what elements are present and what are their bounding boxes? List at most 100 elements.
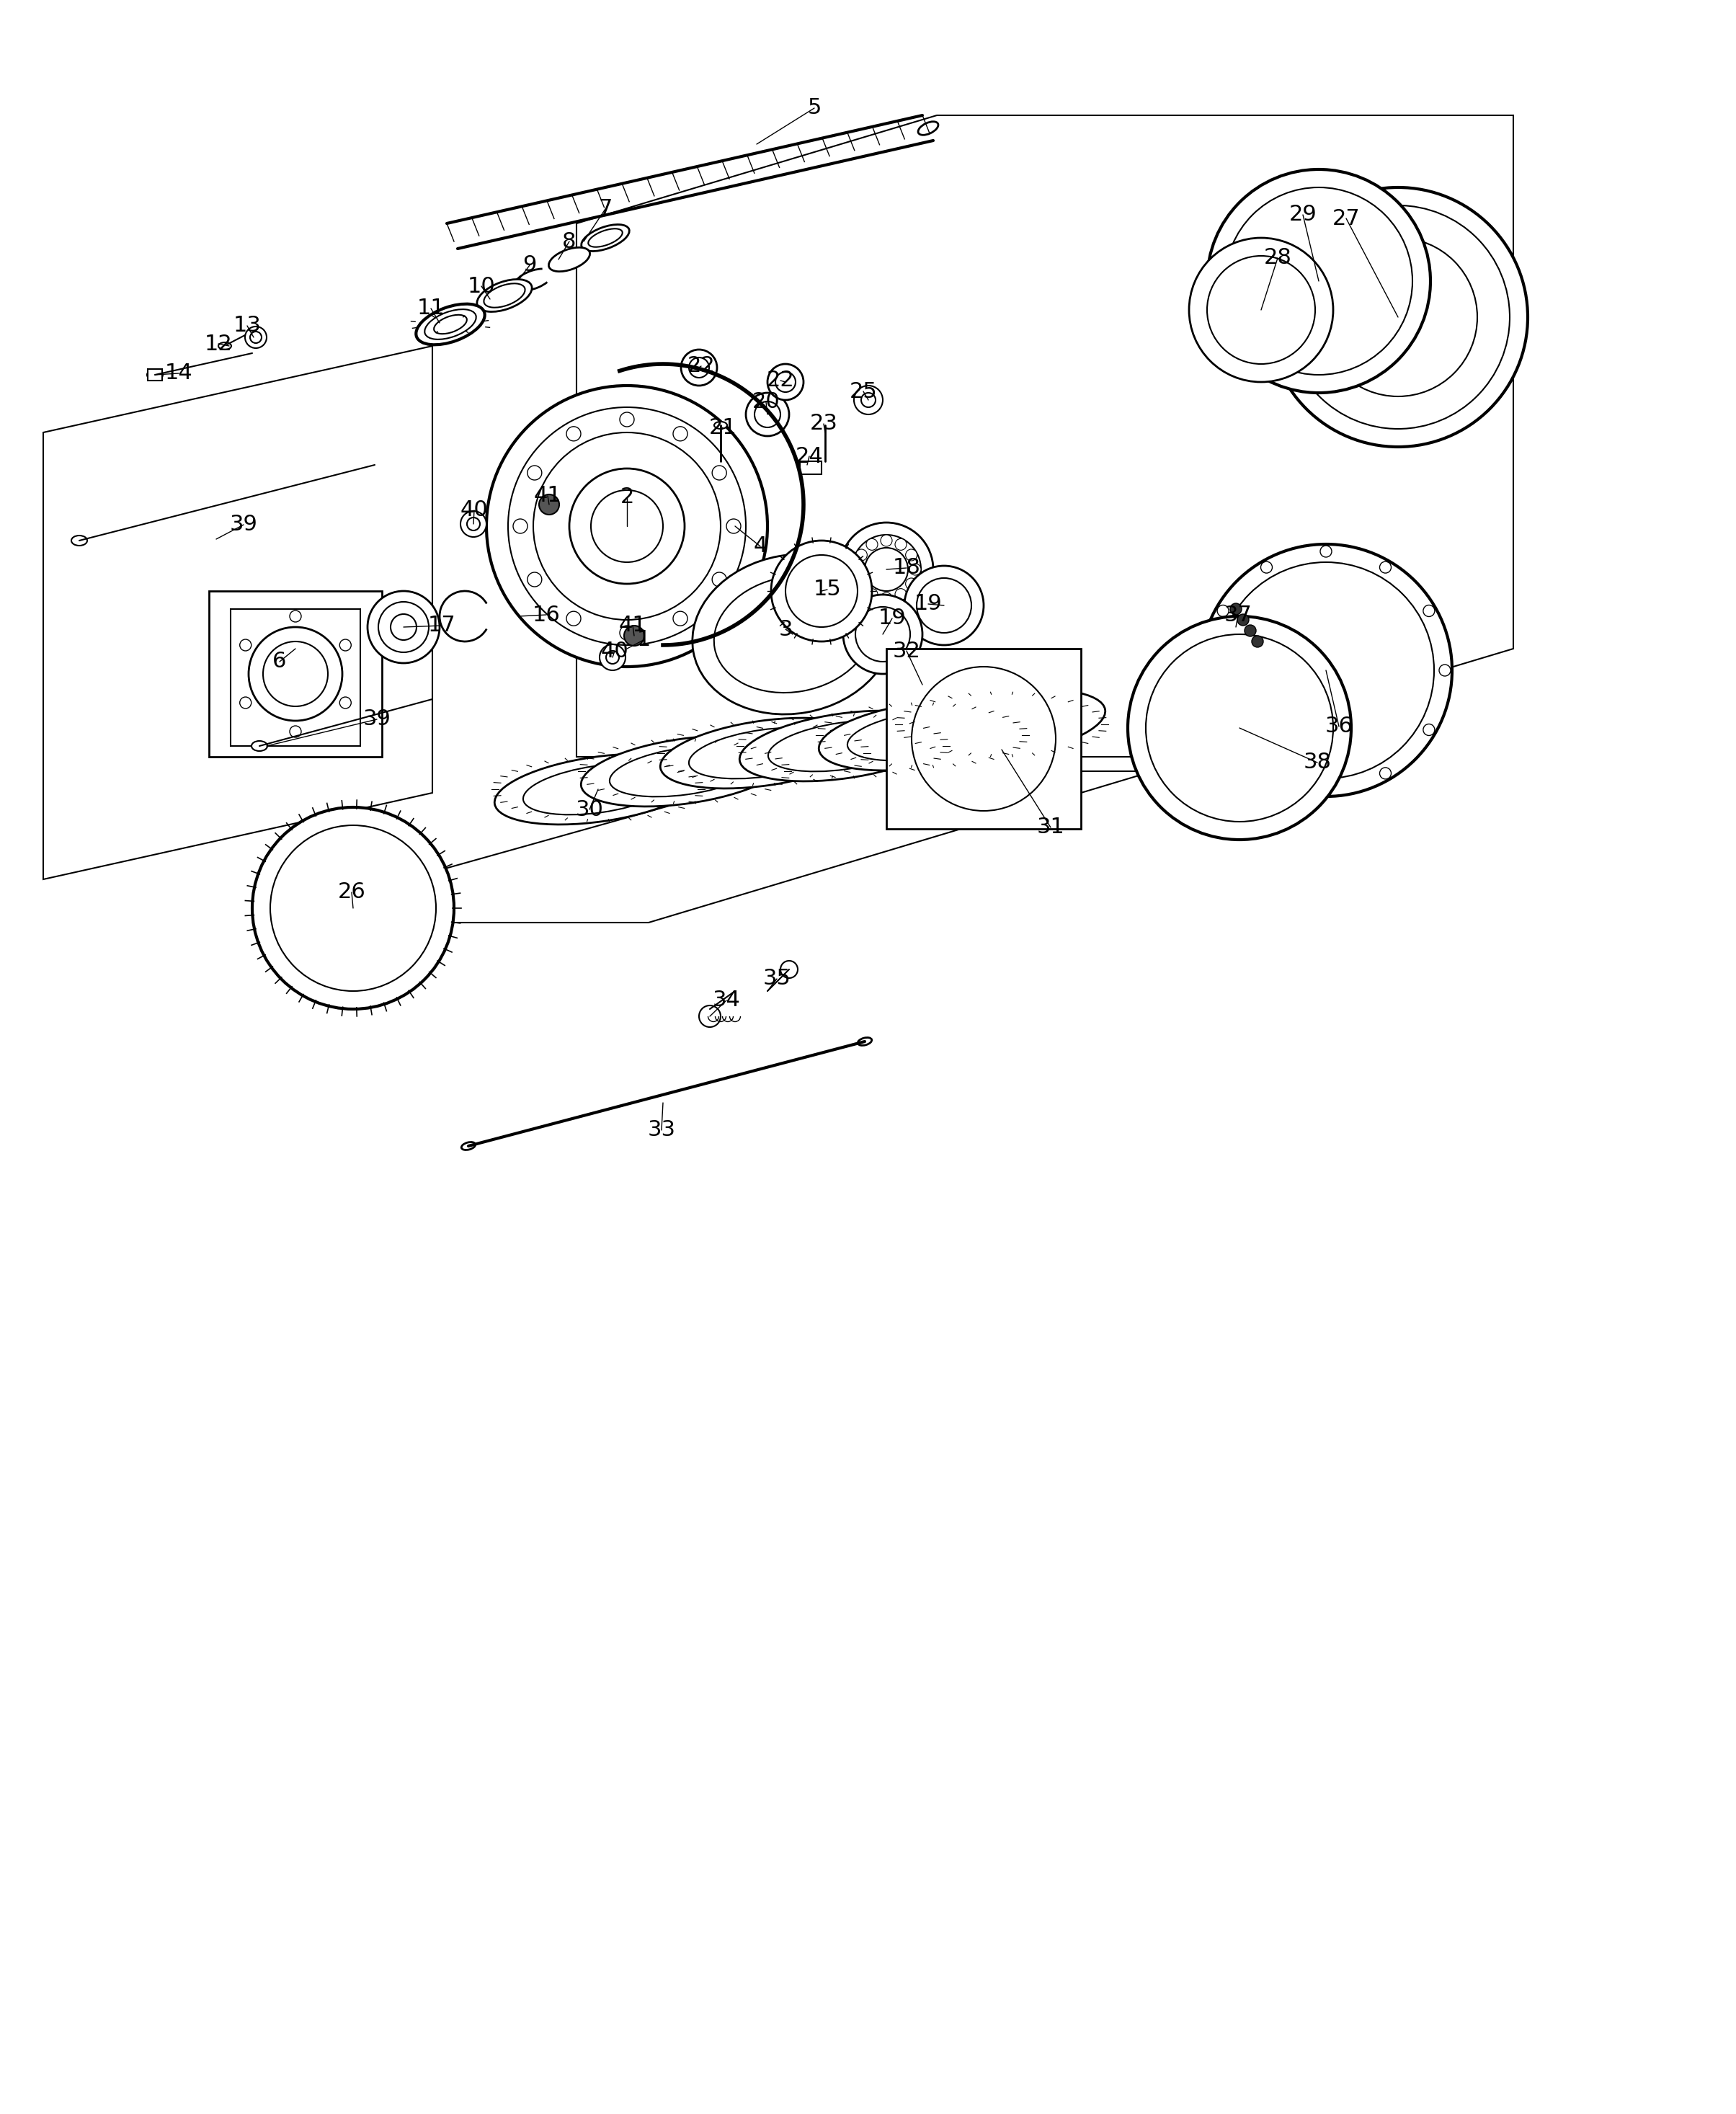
Circle shape	[776, 372, 795, 391]
Circle shape	[866, 539, 878, 550]
Circle shape	[620, 626, 634, 641]
Circle shape	[1319, 545, 1332, 558]
Circle shape	[290, 725, 302, 738]
Circle shape	[674, 611, 687, 626]
Ellipse shape	[434, 315, 467, 334]
Circle shape	[533, 433, 720, 619]
Text: 1: 1	[637, 630, 651, 651]
Text: 40: 40	[460, 499, 488, 520]
Text: 14: 14	[165, 364, 193, 385]
Text: 27: 27	[1332, 207, 1359, 228]
Ellipse shape	[523, 763, 674, 814]
Ellipse shape	[858, 1038, 871, 1046]
Circle shape	[569, 469, 684, 583]
Text: 38: 38	[1304, 753, 1332, 774]
Circle shape	[781, 960, 799, 979]
Circle shape	[1231, 602, 1241, 615]
Text: 9: 9	[523, 256, 536, 275]
Circle shape	[378, 602, 429, 653]
Text: 2: 2	[620, 486, 634, 507]
Text: 21: 21	[708, 416, 736, 438]
Text: 34: 34	[712, 989, 740, 1010]
Circle shape	[856, 607, 910, 662]
Circle shape	[1269, 188, 1528, 446]
Circle shape	[599, 645, 625, 670]
Circle shape	[245, 326, 267, 349]
Circle shape	[368, 592, 439, 664]
Circle shape	[340, 638, 351, 651]
Circle shape	[1146, 634, 1333, 822]
Circle shape	[906, 577, 917, 590]
Circle shape	[391, 613, 417, 641]
Text: 29: 29	[1288, 205, 1318, 226]
Circle shape	[1319, 784, 1332, 795]
Circle shape	[854, 385, 884, 414]
Circle shape	[681, 349, 717, 385]
Circle shape	[1260, 562, 1272, 573]
Circle shape	[1207, 256, 1316, 364]
Ellipse shape	[740, 710, 946, 782]
Circle shape	[726, 518, 741, 533]
Circle shape	[746, 393, 790, 435]
Circle shape	[1217, 723, 1229, 736]
Circle shape	[674, 427, 687, 442]
Bar	[887, 649, 1082, 829]
Text: 4: 4	[753, 535, 767, 556]
Ellipse shape	[582, 736, 788, 805]
Circle shape	[1200, 543, 1451, 797]
Circle shape	[340, 698, 351, 708]
Text: 40: 40	[601, 641, 628, 662]
Circle shape	[861, 393, 875, 408]
Text: 12: 12	[205, 334, 233, 355]
Text: 18: 18	[892, 558, 920, 579]
Circle shape	[906, 550, 917, 560]
Circle shape	[1201, 664, 1213, 676]
Text: 23: 23	[809, 414, 838, 433]
Ellipse shape	[767, 721, 918, 772]
Circle shape	[700, 1006, 720, 1027]
Circle shape	[910, 564, 922, 575]
Circle shape	[880, 592, 892, 605]
Circle shape	[1226, 188, 1413, 374]
Text: 17: 17	[427, 615, 457, 636]
Circle shape	[240, 698, 252, 708]
Text: 11: 11	[417, 298, 444, 319]
Ellipse shape	[693, 554, 892, 715]
Ellipse shape	[71, 535, 87, 545]
Ellipse shape	[847, 710, 998, 761]
Text: 7: 7	[599, 199, 613, 220]
Ellipse shape	[219, 342, 231, 349]
Circle shape	[620, 412, 634, 427]
Ellipse shape	[462, 1142, 476, 1150]
Circle shape	[528, 465, 542, 480]
Text: 3: 3	[778, 619, 793, 641]
Ellipse shape	[918, 123, 937, 135]
Circle shape	[1217, 605, 1229, 617]
Text: 13: 13	[233, 315, 260, 336]
Circle shape	[460, 512, 486, 537]
Ellipse shape	[898, 689, 1106, 759]
Circle shape	[290, 611, 302, 622]
Circle shape	[1424, 723, 1434, 736]
Ellipse shape	[660, 719, 868, 789]
Circle shape	[1252, 636, 1264, 647]
Circle shape	[785, 556, 858, 628]
Circle shape	[509, 408, 746, 645]
Circle shape	[486, 385, 767, 666]
Circle shape	[865, 548, 908, 592]
Circle shape	[240, 638, 252, 651]
Circle shape	[1260, 767, 1272, 780]
Circle shape	[1238, 613, 1248, 626]
Ellipse shape	[582, 224, 630, 252]
Text: 24: 24	[795, 446, 823, 467]
Circle shape	[566, 611, 582, 626]
Circle shape	[1439, 664, 1451, 676]
Circle shape	[623, 626, 644, 645]
Circle shape	[1286, 205, 1510, 429]
Ellipse shape	[425, 309, 476, 340]
Circle shape	[767, 364, 804, 400]
Circle shape	[896, 539, 906, 550]
Circle shape	[1424, 605, 1434, 617]
Circle shape	[856, 577, 868, 590]
Circle shape	[248, 628, 342, 721]
